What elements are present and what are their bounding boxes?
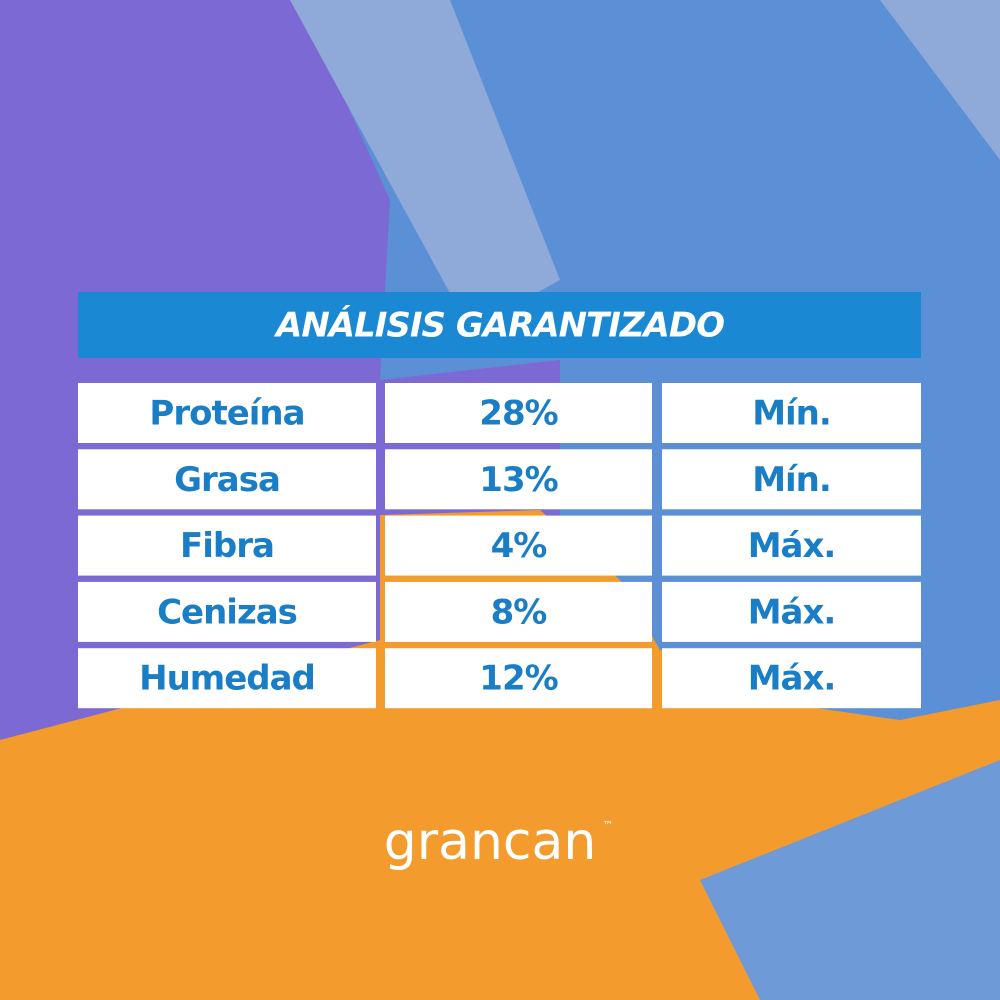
table-cell bbox=[662, 581, 921, 642]
cell-text: Máx. bbox=[748, 526, 836, 566]
table-cell bbox=[662, 515, 921, 576]
cell-text: Humedad bbox=[139, 659, 315, 699]
table-cell bbox=[385, 581, 652, 642]
cell-text: Mín. bbox=[752, 394, 831, 434]
cell-text: Máx. bbox=[748, 592, 836, 632]
cell-text: Fibra bbox=[180, 526, 274, 566]
table-cell bbox=[78, 648, 376, 709]
cell-text: Proteína bbox=[149, 394, 304, 434]
cell-text: 8% bbox=[491, 592, 547, 632]
title-bar bbox=[78, 292, 921, 358]
table-cell bbox=[385, 383, 652, 443]
title: ANÁLISIS GARANTIZADO bbox=[273, 305, 724, 346]
table-cell bbox=[662, 648, 921, 709]
bg-stripe bbox=[290, 0, 560, 330]
cell-text: 4% bbox=[491, 526, 547, 566]
cell-text: Grasa bbox=[174, 460, 280, 500]
cell-text: Cenizas bbox=[157, 592, 297, 632]
bg-stripe-right bbox=[880, 0, 1000, 160]
table: Proteína 28% Mín. Grasa 13% Mín. Fibra 4% Máx. Ce… bbox=[78, 383, 921, 709]
cell-text: Mín. bbox=[752, 460, 831, 500]
table-cell bbox=[662, 449, 921, 510]
table-cell bbox=[78, 383, 376, 443]
table-cell bbox=[385, 515, 652, 576]
trademark: ™ bbox=[603, 819, 614, 832]
bg-blue-corner bbox=[700, 760, 1000, 1000]
table-cell bbox=[78, 449, 376, 510]
logo: grancan bbox=[384, 812, 597, 872]
table-cell bbox=[78, 515, 376, 576]
cell-text: 13% bbox=[479, 460, 557, 500]
table-cell bbox=[78, 581, 376, 642]
cell-text: Máx. bbox=[748, 659, 836, 699]
cell-text: 12% bbox=[479, 659, 557, 699]
table-cell bbox=[662, 383, 921, 443]
table-cell bbox=[385, 449, 652, 510]
cell-text: 28% bbox=[479, 394, 557, 434]
table-cell bbox=[385, 648, 652, 709]
